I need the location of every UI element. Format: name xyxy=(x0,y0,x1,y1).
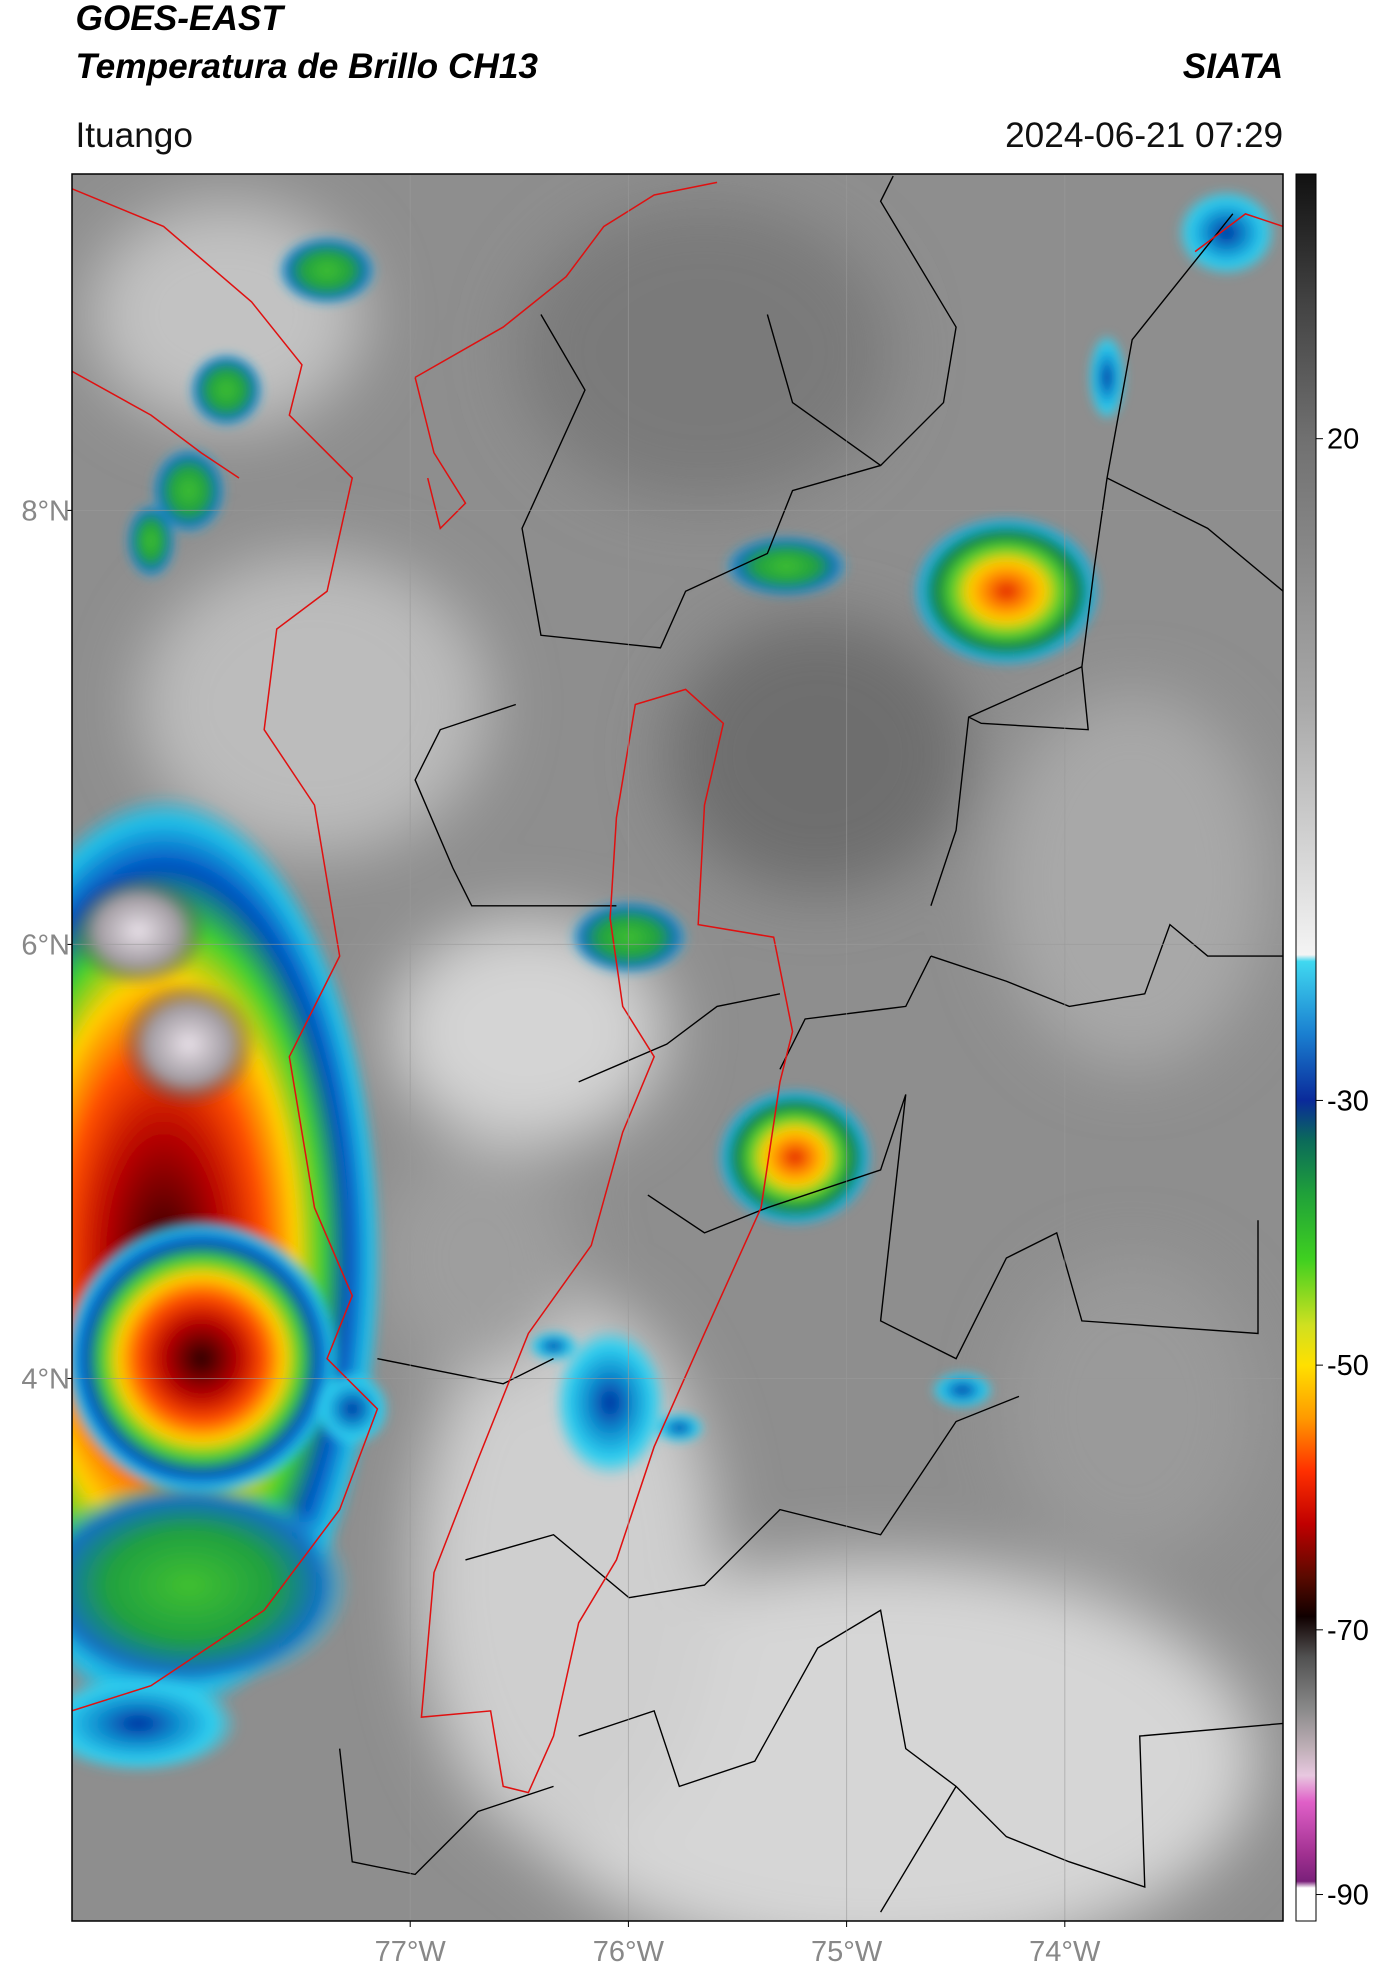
y-tick-label: 6°N xyxy=(21,929,70,961)
y-tick-label: 8°N xyxy=(21,495,70,527)
datetime-label: 2024-06-21 07:29 xyxy=(1005,116,1283,155)
colorbar-tick-label: 20 xyxy=(1327,424,1359,456)
department-borders xyxy=(338,175,1284,1913)
agency-label: SIATA xyxy=(1183,47,1283,86)
colorbar-scale xyxy=(1295,173,1317,1922)
colorbar-tick-label: -70 xyxy=(1327,1615,1369,1647)
map-frame xyxy=(71,173,1284,1922)
basin-outline xyxy=(420,688,794,1794)
satellite-title: GOES-EAST xyxy=(75,0,285,38)
grid xyxy=(72,174,1283,1921)
axes: 77°W 76°W 75°W 74°W 4°N 6°N 8°N xyxy=(21,495,1101,1968)
satellite-image xyxy=(71,173,1284,1921)
product-title: Temperatura de Brillo CH13 xyxy=(75,47,538,86)
colorbar: -90 -70 -50 -30 20 xyxy=(1295,173,1369,1922)
colorbar-tick-label: -30 xyxy=(1327,1085,1369,1117)
header: GOES-EAST Temperatura de Brillo CH13 SIA… xyxy=(75,0,1283,155)
colorbar-tick-label: -50 xyxy=(1327,1350,1369,1382)
x-tick-label: 74°W xyxy=(1029,1936,1101,1968)
region-label: Ituango xyxy=(75,116,193,155)
x-tick-label: 75°W xyxy=(811,1936,883,1968)
colorbar-tick-label: -90 xyxy=(1327,1880,1369,1912)
x-tick-label: 77°W xyxy=(375,1936,447,1968)
y-tick-label: 4°N xyxy=(21,1363,70,1395)
coastline-and-borders xyxy=(71,181,1284,1794)
x-tick-label: 76°W xyxy=(593,1936,665,1968)
